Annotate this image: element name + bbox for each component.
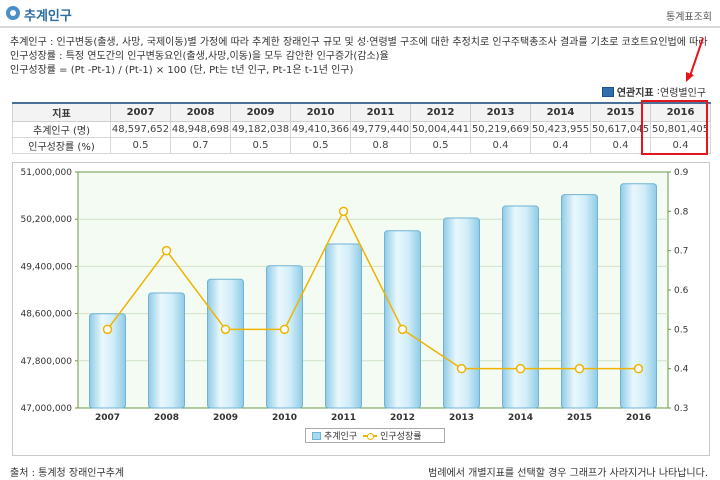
- title-bullet-icon: [6, 6, 20, 20]
- bar-population: [207, 278, 244, 409]
- x-tick-label: 2013: [449, 413, 474, 423]
- table-year-header: 2009: [230, 102, 291, 122]
- y-left-tick-label: 47,000,000: [20, 404, 72, 414]
- table-row-population: 추계인구 (명) 48,597,652 48,948,698 49,182,03…: [12, 120, 711, 138]
- related-indicator-icon: [601, 86, 614, 97]
- point-growth-rate: [338, 206, 349, 217]
- table-year-header: 2007: [110, 102, 171, 122]
- description-line-1: 추계인구 : 인구변동(출생, 사망, 국제이동)별 가정에 따라 추계한 장래…: [10, 37, 710, 48]
- legend-label-population: 추계인구: [324, 432, 358, 442]
- bar-population: [384, 230, 421, 409]
- table-cell: 0.7: [170, 136, 231, 154]
- table-year-header: 2013: [470, 102, 531, 122]
- data-table: 지표 2007 2008 2009 2010 2011 2012 2013 20…: [12, 102, 711, 154]
- chart-legend[interactable]: 추계인구 인구성장률: [305, 428, 445, 443]
- table-cell: 0.5: [230, 136, 291, 154]
- x-tick-label: 2008: [154, 413, 179, 423]
- bar-population: [620, 183, 657, 409]
- y-right-tick-label: 0.5: [674, 325, 688, 335]
- x-tick-label: 2007: [95, 413, 120, 423]
- x-tick-label: 2010: [272, 413, 297, 423]
- y-left-tick-label: 51,000,000: [20, 168, 72, 178]
- y-left-tick-label: 47,800,000: [20, 357, 72, 367]
- point-growth-rate: [161, 245, 172, 256]
- highlight-box-2016: [641, 100, 708, 155]
- legend-item-population[interactable]: 추계인구: [312, 429, 357, 442]
- y-left-tick-label: 50,200,000: [20, 215, 72, 225]
- table-row-growth-rate: 인구성장률 (%) 0.5 0.7 0.5 0.5 0.8 0.5 0.4 0.…: [12, 136, 711, 154]
- description-line-3: 인구성장률 = (Pt -Pt-1) / (Pt-1) × 100 (단, Pt…: [10, 65, 354, 76]
- bar-population: [561, 194, 598, 409]
- y-left-tick-label: 49,400,000: [20, 262, 72, 272]
- table-cell: 0.8: [350, 136, 411, 154]
- y-right-tick-label: 0.8: [674, 207, 689, 217]
- legend-hint: 범례에서 개별지표를 선택할 경우 그래프가 사라지거나 나타납니다.: [428, 468, 708, 479]
- source-note: 출처 : 통계청 장래인구추계: [10, 468, 125, 479]
- legend-bar-swatch: [312, 431, 321, 440]
- related-indicator-label: 연관지표: [616, 88, 654, 99]
- page-header: 추계인구 통계표조회: [0, 0, 720, 28]
- bar-population: [443, 217, 480, 409]
- y-right-tick-label: 0.4: [674, 365, 689, 375]
- x-tick-label: 2011: [331, 413, 356, 423]
- description-line-2: 인구성장률 : 특정 연도간의 인구변동요인(출생,사망,이동)을 모두 감안한…: [10, 51, 389, 62]
- y-right-tick-label: 0.3: [674, 404, 688, 414]
- table-year-header: 2012: [410, 102, 471, 122]
- point-growth-rate: [397, 324, 408, 335]
- legend-label-growth-rate: 인구성장률: [380, 432, 422, 442]
- x-tick-label: 2016: [626, 413, 651, 423]
- bar-population: [89, 313, 126, 409]
- y-left-tick-label: 48,600,000: [20, 310, 72, 320]
- legend-line-swatch: [363, 432, 378, 440]
- table-cell: 0.4: [590, 136, 651, 154]
- related-indicator-value[interactable]: 연령별인구: [660, 88, 706, 99]
- point-growth-rate: [456, 363, 467, 374]
- related-indicator[interactable]: 연관지표 : 연령별인구: [601, 84, 706, 99]
- bar-population: [148, 292, 185, 409]
- line-growth-rate: [106, 209, 639, 370]
- point-growth-rate: [102, 324, 113, 335]
- legend-item-growth-rate[interactable]: 인구성장률: [363, 429, 422, 442]
- table-lookup-link[interactable]: 통계표조회: [666, 12, 712, 23]
- page-title: 추계인구: [24, 9, 72, 24]
- point-growth-rate: [220, 324, 231, 335]
- bar-population: [266, 265, 303, 409]
- bar-population: [502, 205, 539, 409]
- table-year-header: 2011: [350, 102, 411, 122]
- annotation-arrow-icon: [686, 37, 704, 82]
- y-right-tick-label: 0.7: [674, 247, 688, 257]
- point-growth-rate: [574, 363, 585, 374]
- x-tick-label: 2015: [567, 413, 592, 423]
- table-header-row: 지표 2007 2008 2009 2010 2011 2012 2013 20…: [12, 102, 711, 122]
- point-growth-rate: [279, 324, 290, 335]
- table-cell: 0.5: [110, 136, 171, 154]
- y-right-tick-label: 0.9: [674, 168, 689, 178]
- bar-population: [325, 243, 362, 409]
- table-header-label: 지표: [12, 102, 111, 122]
- indicator-description: 추계인구 : 인구변동(출생, 사망, 국제이동)별 가정에 따라 추계한 장래…: [10, 36, 710, 78]
- x-tick-label: 2014: [508, 413, 533, 423]
- point-growth-rate: [515, 363, 526, 374]
- y-right-tick-label: 0.6: [674, 286, 689, 296]
- x-tick-label: 2009: [213, 413, 238, 423]
- table-year-header: 2015: [590, 102, 651, 122]
- x-tick-label: 2012: [390, 413, 415, 423]
- point-growth-rate: [633, 363, 644, 374]
- table-cell: 0.4: [650, 136, 711, 154]
